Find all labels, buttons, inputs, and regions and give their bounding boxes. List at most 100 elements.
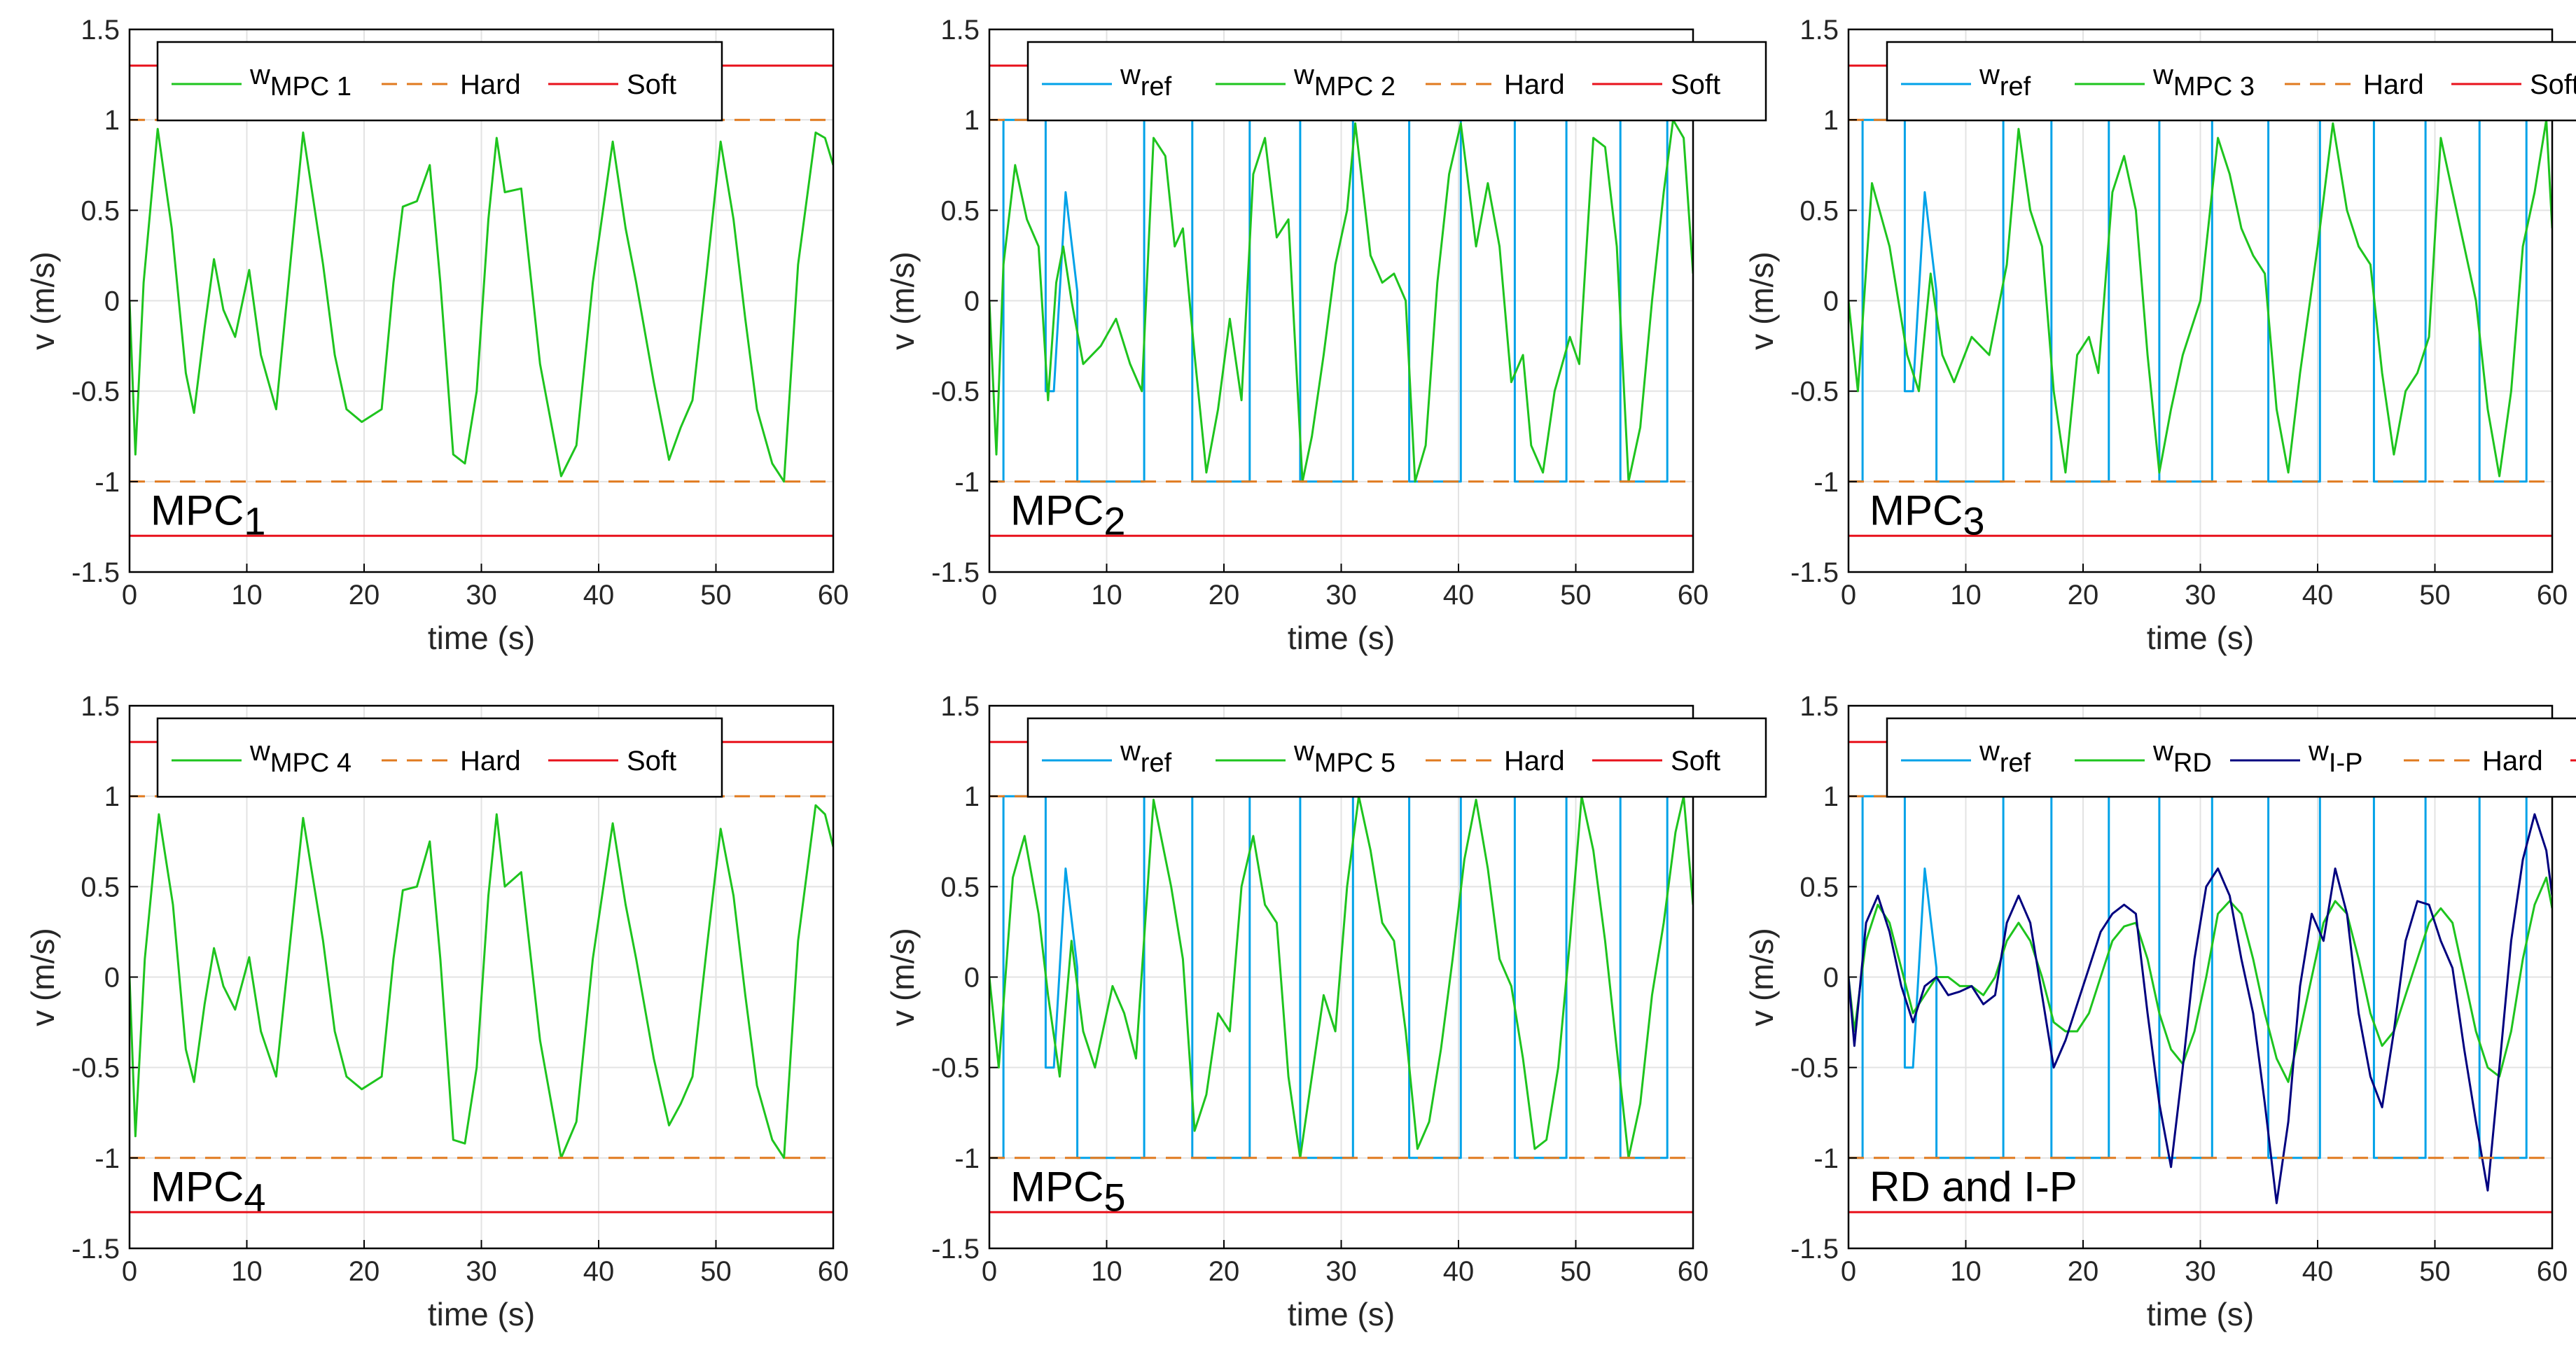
legend-entry-label: Soft [2530,69,2576,100]
y-tick-label: 1 [964,105,980,136]
y-tick-label: 1.5 [81,691,120,722]
series-w-rd [1849,876,2552,1083]
series-w-mpc-2 [989,118,1693,483]
x-tick-label: 20 [2068,580,2099,611]
series-w-ref [1849,118,2552,483]
y-tick-label: 0.5 [940,872,980,902]
x-axis-label: time (s) [1288,620,1395,656]
legend-entry-label: Hard [460,69,521,100]
x-tick-label: 60 [2537,1256,2568,1287]
legend-box [156,717,723,798]
y-tick-label: 1.5 [1799,15,1839,46]
y-tick-label: 0 [104,963,120,994]
y-tick-label: 1.5 [81,15,120,46]
y-tick-label: -1 [95,1143,120,1174]
y-tick-label: 0.5 [940,195,980,226]
legend-entry-subscript: MPC 2 [1314,72,1395,102]
y-tick-label: -1 [954,467,980,498]
legend: wref wMPC 5 Hard Soft [1026,717,1767,798]
x-tick-label: 30 [466,580,497,611]
y-tick-label: 1.5 [1799,691,1839,722]
x-tick-label: 30 [2185,580,2216,611]
legend-entry-subscript: MPC 4 [270,748,351,778]
y-tick-label: -0.5 [71,1053,120,1084]
y-tick-label: -0.5 [1790,1053,1839,1084]
legend: wMPC 1 Hard Soft [156,41,723,122]
series-w-mpc-5 [989,795,1693,1159]
y-tick-label: -1.5 [71,557,120,588]
legend-entry-label: Soft [1671,69,1720,100]
y-tick-label: -1.5 [1790,557,1839,588]
x-tick-label: 30 [1325,1256,1357,1287]
x-tick-label: 50 [700,580,732,611]
x-tick-label: 20 [349,1256,380,1287]
y-tick-label: 0 [1823,286,1839,317]
x-axis-label: time (s) [428,620,535,656]
legend-entry-subscript: ref [2000,748,2031,778]
legend-box [1886,41,2576,122]
chart-panel-1: 0 10 20 30 40 50 60 -1.5 -1 -0.5 0 0.5 1 1.5 time (s) v… [25,15,849,656]
y-tick-label: 0 [1823,963,1839,994]
legend-entry-label: Hard [2363,69,2424,100]
chart-panel-3: 0 10 20 30 40 50 60 -1.5 -1 -0.5 0 0.5 1 1.5 time (s) v… [1743,15,2576,656]
x-tick-label: 60 [1678,1256,1709,1287]
y-tick-label: 1 [964,781,980,812]
y-tick-label: 1 [104,781,120,812]
x-tick-label: 10 [1950,580,1982,611]
x-axis-label: time (s) [1288,1296,1395,1332]
legend: wMPC 4 Hard Soft [156,717,723,798]
panel-label-subscript: 4 [244,1175,265,1219]
x-tick-label: 10 [231,1256,263,1287]
x-tick-label: 50 [1560,580,1592,611]
y-tick-label: 0 [104,286,120,317]
y-tick-label: 0.5 [1799,872,1839,902]
legend-box [1026,41,1767,122]
y-tick-label: -1 [1813,467,1839,498]
panel-label-subscript: 1 [244,499,265,543]
y-tick-label: -1 [954,1143,980,1174]
x-axis-label: time (s) [2147,620,2254,656]
x-tick-label: 10 [1091,1256,1122,1287]
y-axis-label: v (m/s) [1743,251,1780,350]
legend-entry-subscript: ref [2000,72,2031,102]
legend-entry-label: Hard [1504,69,1565,100]
series-w-ref [1849,795,2552,1159]
y-tick-label: -1.5 [931,557,980,588]
x-tick-label: 20 [1209,1256,1240,1287]
y-tick-label: -1.5 [71,1234,120,1264]
panel-label-subscript: 5 [1103,1175,1125,1219]
legend: wref wMPC 3 Hard Soft [1886,41,2576,122]
legend: wref wMPC 2 Hard Soft [1026,41,1767,122]
x-tick-label: 30 [466,1256,497,1287]
x-tick-label: 50 [2419,1256,2451,1287]
y-tick-label: 0.5 [81,195,120,226]
x-tick-label: 60 [818,1256,849,1287]
y-tick-label: 0 [964,963,980,994]
y-tick-label: 0.5 [1799,195,1839,226]
x-tick-label: 0 [982,580,997,611]
y-axis-label: v (m/s) [1743,928,1780,1026]
y-tick-label: 1 [1823,781,1839,812]
legend-entry-label: Soft [627,746,676,776]
x-tick-label: 20 [1209,580,1240,611]
panel-label-subscript: 3 [1963,499,1984,543]
chart-panel-4: 0 10 20 30 40 50 60 -1.5 -1 -0.5 0 0.5 1 1.5 time (s) v… [25,691,849,1332]
legend-entry-subscript: RD [2173,748,2212,778]
y-tick-label: 1.5 [940,691,980,722]
x-tick-label: 20 [349,580,380,611]
y-tick-label: -1.5 [1790,1234,1839,1264]
y-tick-label: -1.5 [931,1234,980,1264]
x-tick-label: 30 [2185,1256,2216,1287]
legend-entry-label: Hard [1504,746,1565,776]
x-axis-label: time (s) [428,1296,535,1332]
legend-entry-subscript: ref [1141,72,1172,102]
y-tick-label: -0.5 [931,377,980,407]
legend-box [1886,717,2576,798]
x-tick-label: 0 [122,1256,137,1287]
x-tick-label: 10 [1950,1256,1982,1287]
legend-entry-label: Soft [1671,746,1720,776]
legend-entry-label: Hard [460,746,521,776]
y-axis-label: v (m/s) [25,251,61,350]
x-tick-label: 40 [583,580,615,611]
